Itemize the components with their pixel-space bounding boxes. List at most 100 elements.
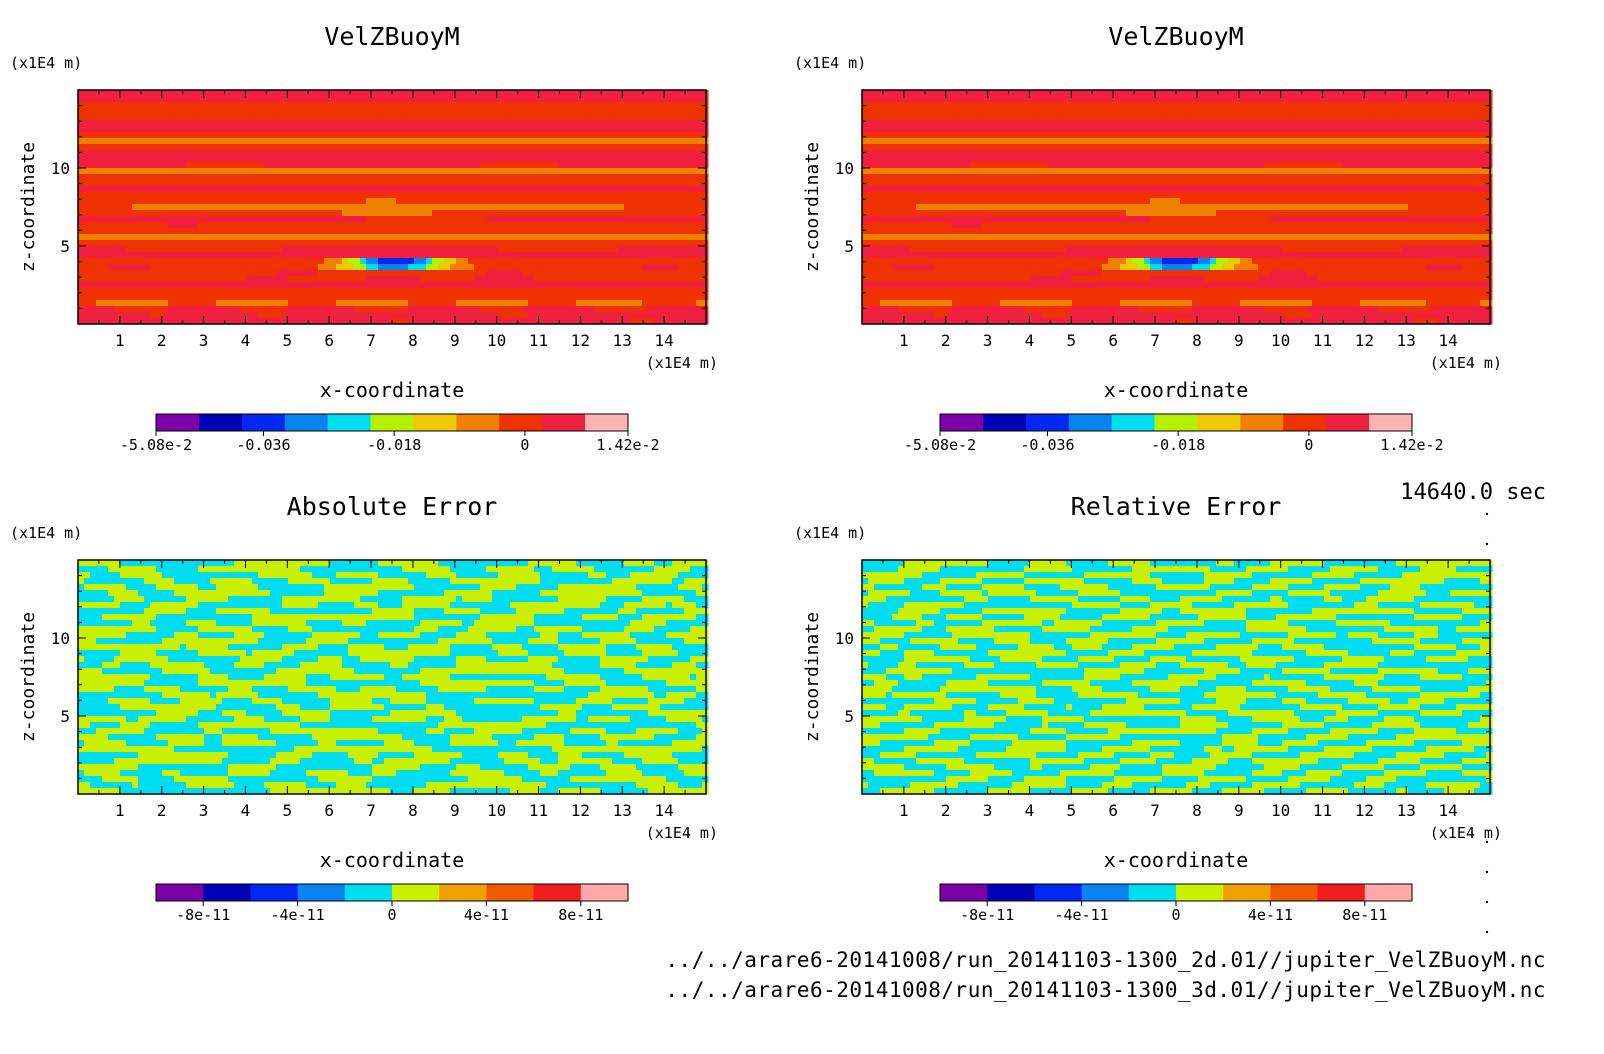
heatmap-cell xyxy=(624,234,631,241)
heatmap-cell xyxy=(180,234,187,241)
heatmap-cell xyxy=(684,246,691,253)
heatmap-cell xyxy=(210,90,217,97)
heatmap-cell xyxy=(120,228,127,235)
heatmap-cell xyxy=(1294,114,1301,121)
heatmap-cell xyxy=(1234,96,1241,103)
heatmap-cell xyxy=(588,186,595,193)
heatmap-cell xyxy=(372,252,379,259)
heatmap-cell xyxy=(414,186,421,193)
heatmap-cell xyxy=(1150,90,1157,97)
heatmap-cell xyxy=(282,264,289,271)
heatmap-cell xyxy=(402,180,409,187)
heatmap-cell xyxy=(222,174,229,181)
heatmap-cell xyxy=(432,198,439,205)
heatmap-cell xyxy=(432,270,439,277)
heatmap-cell xyxy=(390,192,397,199)
heatmap-cell xyxy=(486,234,493,241)
heatmap-cell xyxy=(228,318,235,325)
heatmap-cell xyxy=(366,90,373,97)
heatmap-cell xyxy=(1108,126,1115,133)
heatmap-cell xyxy=(612,120,619,127)
heatmap-cell xyxy=(624,246,631,253)
heatmap-cell xyxy=(336,168,343,175)
heatmap-cell xyxy=(922,126,929,133)
heatmap-cell xyxy=(916,90,923,97)
heatmap-cell xyxy=(114,228,121,235)
heatmap-cell xyxy=(588,126,595,133)
heatmap-cell xyxy=(276,90,283,97)
heatmap-cell xyxy=(228,144,235,151)
heatmap-cell xyxy=(552,210,559,217)
heatmap-cell xyxy=(510,240,517,247)
heatmap-cell xyxy=(456,228,463,235)
heatmap-cell xyxy=(1126,96,1133,103)
heatmap-cell xyxy=(360,258,367,265)
heatmap-cell xyxy=(1180,120,1187,127)
heatmap-cell xyxy=(312,276,319,283)
heatmap-cell xyxy=(408,96,415,103)
heatmap-cell xyxy=(486,96,493,103)
heatmap-cell xyxy=(1336,108,1343,115)
heatmap-cell xyxy=(1036,108,1043,115)
heatmap-cell xyxy=(450,294,457,301)
heatmap-cell xyxy=(162,114,169,121)
heatmap-cell xyxy=(378,270,385,277)
heatmap-cell xyxy=(480,180,487,187)
heatmap-cell xyxy=(270,138,277,145)
heatmap-cell xyxy=(504,240,511,247)
heatmap-cell xyxy=(90,174,97,181)
heatmap-cell xyxy=(372,168,379,175)
heatmap-cell xyxy=(468,252,475,259)
heatmap-cell xyxy=(306,150,313,157)
heatmap-cell xyxy=(552,156,559,163)
heatmap-cell xyxy=(222,312,229,319)
heatmap-cell xyxy=(264,162,271,169)
heatmap-cell xyxy=(552,240,559,247)
heatmap-cell xyxy=(922,96,929,103)
heatmap-cell xyxy=(1174,96,1181,103)
heatmap-cell xyxy=(504,234,511,241)
heatmap-cell xyxy=(1096,126,1103,133)
heatmap-cell xyxy=(630,108,637,115)
heatmap-cell xyxy=(246,294,253,301)
heatmap-cell xyxy=(354,306,361,313)
heatmap-cell xyxy=(438,306,445,313)
heatmap-cell xyxy=(342,180,349,187)
heatmap-cell xyxy=(372,156,379,163)
heatmap-cell xyxy=(324,204,331,211)
heatmap-cell xyxy=(546,282,553,289)
heatmap-cell xyxy=(90,138,97,145)
heatmap-cell xyxy=(246,276,253,283)
heatmap-cell xyxy=(1228,114,1235,121)
colorbar-segment xyxy=(456,414,500,431)
heatmap-cell xyxy=(402,276,409,283)
heatmap-cell xyxy=(1348,120,1355,127)
heatmap-cell xyxy=(306,288,313,295)
heatmap-cell xyxy=(618,246,625,253)
heatmap-cell xyxy=(450,216,457,223)
heatmap-cell xyxy=(450,246,457,253)
heatmap-cell xyxy=(204,186,211,193)
heatmap-cell xyxy=(228,228,235,235)
heatmap-cell xyxy=(576,282,583,289)
heatmap-cell xyxy=(426,174,433,181)
heatmap-cell xyxy=(510,162,517,169)
heatmap-cell xyxy=(1054,126,1061,133)
heatmap-cell xyxy=(276,126,283,133)
heatmap-cell xyxy=(528,192,535,199)
heatmap-cell xyxy=(1252,114,1259,121)
heatmap-cell xyxy=(372,96,379,103)
heatmap-field xyxy=(78,90,709,325)
heatmap-cell xyxy=(162,312,169,319)
heatmap-cell xyxy=(690,276,697,283)
heatmap-cell xyxy=(1438,102,1445,109)
heatmap-cell xyxy=(330,156,337,163)
heatmap-cell xyxy=(426,282,433,289)
heatmap-cell xyxy=(228,210,235,217)
heatmap-cell xyxy=(540,144,547,151)
heatmap-cell xyxy=(606,120,613,127)
heatmap-cell xyxy=(456,234,463,241)
heatmap-cell xyxy=(330,186,337,193)
heatmap-cell xyxy=(228,246,235,253)
heatmap-cell xyxy=(228,312,235,319)
